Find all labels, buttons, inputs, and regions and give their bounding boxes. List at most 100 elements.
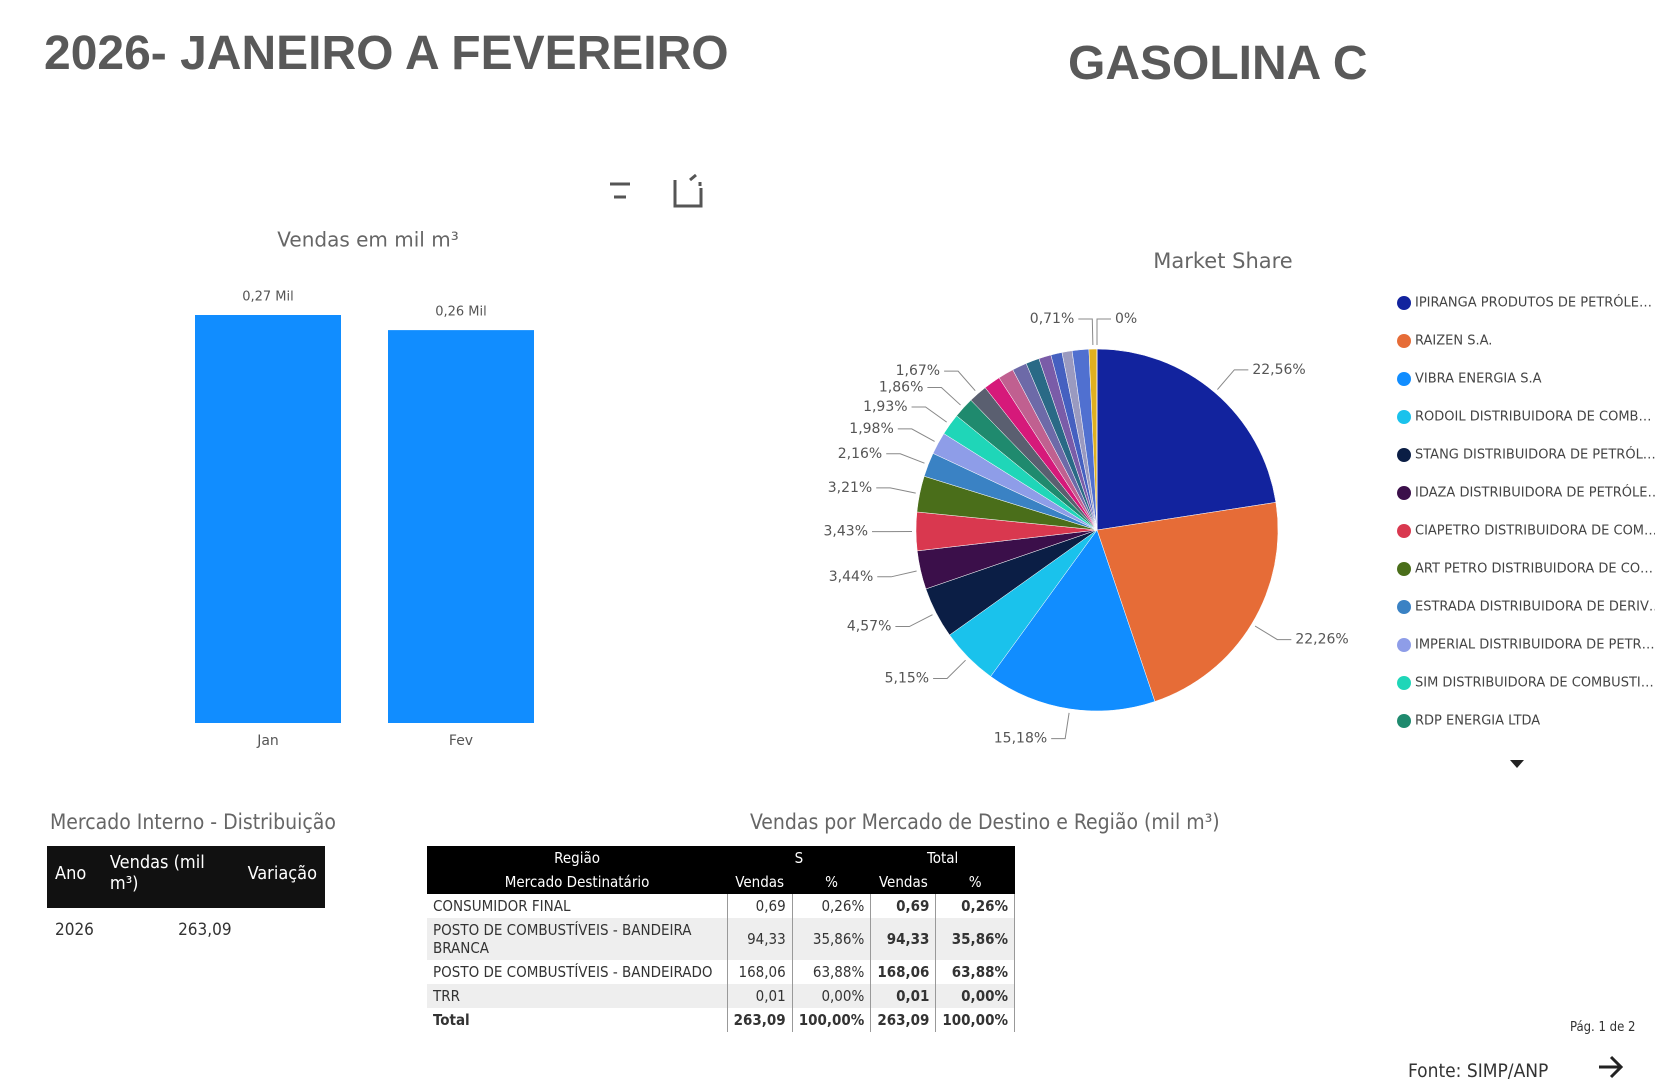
legend-label: IDAZA DISTRIBUIDORA DE PETRÓLE… [1415, 485, 1655, 501]
table-cell: Vendas [870, 870, 936, 894]
data-label: 3,43% [824, 524, 868, 540]
legend-marker [1397, 524, 1411, 538]
pie-slice [1096, 502, 1279, 702]
table-cell: 35,86% [935, 918, 1015, 960]
table-cell: 63,88% [935, 960, 1015, 984]
table-cell: S [727, 846, 871, 870]
data-label: 1,67% [896, 363, 940, 379]
data-label: 3,44% [829, 569, 873, 585]
x-tick-label: Fev [449, 733, 473, 749]
x-tick-label: Jan [256, 733, 279, 749]
table-cell: 63,88% [792, 960, 872, 984]
legend-marker [1397, 714, 1411, 728]
data-label: 15,18% [994, 731, 1047, 747]
table-row: CONSUMIDOR FINAL 0,69 0,26% 0,69 0,26% [427, 894, 1015, 918]
legend-marker [1397, 448, 1411, 462]
data-label: 0,26 Mil [435, 305, 487, 320]
data-label: 22,56% [1252, 362, 1305, 378]
table-cell: POSTO DE COMBUSTÍVEIS - BANDEIRADO [427, 960, 728, 984]
data-label: 1,93% [863, 399, 907, 415]
table-title: Vendas por Mercado de Destino e Região (… [750, 810, 1220, 834]
legend-marker [1397, 638, 1411, 652]
legend-label: STANG DISTRIBUIDORA DE PETRÓL… [1415, 447, 1655, 463]
data-label: 5,15% [885, 670, 929, 686]
table-cell: 263,09 [870, 1008, 937, 1032]
pie-slice [1096, 348, 1277, 531]
data-label: 22,26% [1295, 632, 1348, 648]
legend-marker [1397, 334, 1411, 348]
table-interno: Ano Vendas (mil m³) Variação 2026 263,09 [47, 846, 325, 952]
table-cell: 0,26% [792, 894, 872, 918]
table-cell: 0,00% [792, 984, 872, 1008]
legend-label: RAIZEN S.A. [1415, 334, 1492, 349]
table-row: 2026 263,09 [47, 908, 325, 952]
table-row: TRR 0,01 0,00% 0,01 0,00% [427, 984, 1015, 1008]
leader-line [895, 614, 933, 628]
data-label: 0,71% [1030, 311, 1074, 327]
legend-marker [1397, 486, 1411, 500]
legend-marker [1397, 410, 1411, 424]
table-row: POSTO DE COMBUSTÍVEIS - BANDEIRA BRANCA 9… [427, 918, 1015, 960]
data-label: 4,57% [847, 619, 891, 635]
legend-marker [1397, 562, 1411, 576]
toolbar-icons [610, 173, 703, 208]
table-cell: CONSUMIDOR FINAL [427, 894, 728, 918]
page-indicator: Pág. 1 de 2 [1570, 1020, 1636, 1035]
leader-line [1051, 712, 1070, 740]
table-cell: % [792, 870, 871, 894]
leader-line [876, 487, 916, 494]
bar [195, 315, 341, 723]
legend-label: ESTRADA DISTRIBUIDORA DE DERIV… [1415, 600, 1655, 615]
leader-line [886, 453, 925, 464]
table-cell: TRR [427, 984, 728, 1008]
table-cell: 0,26% [935, 894, 1015, 918]
legend-label: ART PETRO DISTRIBUIDORA DE CO… [1415, 562, 1653, 577]
data-label: 1,86% [879, 380, 923, 396]
table-cell: 168,06 [870, 960, 937, 984]
table-cell: Total [427, 1008, 728, 1032]
table-regiao: Região S Total Mercado Destinatário Vendas% V… [427, 846, 1015, 1032]
legend-label: IPIRANGA PRODUTOS DE PETRÓLE… [1415, 295, 1652, 311]
legend-label: CIAPETRO DISTRIBUIDORA DE COM… [1415, 524, 1655, 539]
data-label: 2,16% [838, 446, 882, 462]
leader-line [933, 659, 966, 679]
table-cell: Região [427, 846, 728, 870]
leader-line [911, 406, 947, 423]
legend-scroll[interactable] [1510, 760, 1524, 768]
table-cell: 168,06 [727, 960, 793, 984]
table-cell: 263,09 [727, 1008, 793, 1032]
legend-marker [1397, 676, 1411, 690]
table-row: Mercado Destinatário Vendas% Vendas% [427, 870, 1015, 894]
legend-marker [1397, 600, 1411, 614]
table-cell: POSTO DE COMBUSTÍVEIS - BANDEIRA BRANCA [427, 918, 728, 960]
legend-label: RDP ENERGIA LTDA [1415, 714, 1540, 729]
chart-title: Market Share [1153, 249, 1292, 273]
table-cell: % [935, 870, 1015, 894]
table-cell: 0,69 [870, 894, 937, 918]
table-cell: Total [870, 846, 1015, 870]
legend-label: VIBRA ENERGIA S.A [1415, 372, 1542, 387]
table-row: Região S Total [427, 846, 1015, 870]
product-title: GASOLINA C [1068, 37, 1368, 90]
table-cell: Mercado Destinatário [427, 870, 728, 894]
table-cell: Variação [239, 846, 325, 908]
table-row: POSTO DE COMBUSTÍVEIS - BANDEIRADO 168,06… [427, 960, 1015, 984]
table-cell: Vendas [727, 870, 793, 894]
leader-line [897, 428, 935, 442]
table-cell: 2026 [55, 920, 94, 940]
table-cell: 263,09 [178, 920, 232, 940]
data-label: 1,98% [849, 421, 893, 437]
table-row: Ano Vendas (mil m³) Variação [47, 846, 325, 908]
legend-label: IMPERIAL DISTRIBUIDORA DE PETR… [1415, 638, 1655, 653]
leader-line [1254, 625, 1292, 641]
leader-line [877, 570, 917, 578]
data-label: 0% [1115, 311, 1137, 327]
table-cell: 0,69 [727, 894, 793, 918]
table-cell: 0,01 [870, 984, 937, 1008]
leader-line [927, 387, 961, 406]
bar [388, 330, 534, 723]
pie-slice [990, 529, 1156, 712]
next-page[interactable] [1596, 1052, 1626, 1082]
legend-label: RODOIL DISTRIBUIDORA DE COMB… [1415, 410, 1651, 425]
leader-line [1217, 369, 1249, 390]
